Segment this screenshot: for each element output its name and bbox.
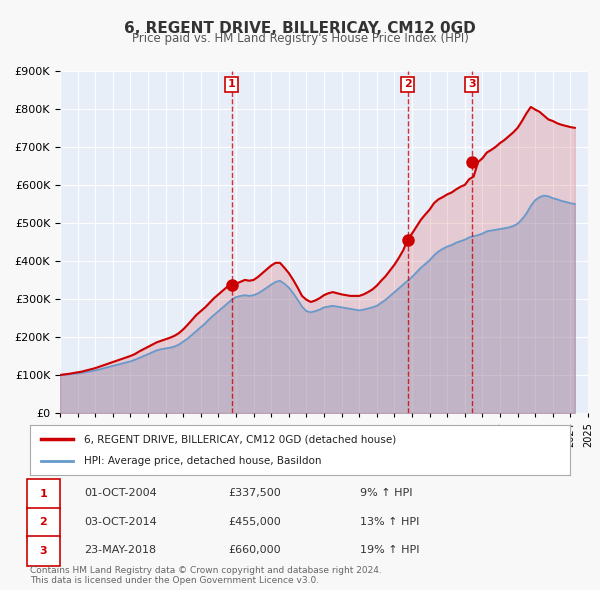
- Text: 6, REGENT DRIVE, BILLERICAY, CM12 0GD: 6, REGENT DRIVE, BILLERICAY, CM12 0GD: [124, 21, 476, 35]
- Text: £337,500: £337,500: [228, 489, 281, 499]
- Text: 6, REGENT DRIVE, BILLERICAY, CM12 0GD (detached house): 6, REGENT DRIVE, BILLERICAY, CM12 0GD (d…: [84, 435, 396, 445]
- Text: 19% ↑ HPI: 19% ↑ HPI: [360, 545, 419, 555]
- Text: 23-MAY-2018: 23-MAY-2018: [84, 545, 156, 555]
- Text: Price paid vs. HM Land Registry's House Price Index (HPI): Price paid vs. HM Land Registry's House …: [131, 32, 469, 45]
- Text: £660,000: £660,000: [228, 545, 281, 555]
- Text: 1: 1: [40, 489, 47, 499]
- Text: 2: 2: [40, 517, 47, 527]
- Text: Contains HM Land Registry data © Crown copyright and database right 2024.
This d: Contains HM Land Registry data © Crown c…: [30, 566, 382, 585]
- Text: 9% ↑ HPI: 9% ↑ HPI: [360, 489, 413, 499]
- Text: 3: 3: [468, 80, 476, 90]
- Text: 3: 3: [40, 546, 47, 556]
- Text: 01-OCT-2004: 01-OCT-2004: [84, 489, 157, 499]
- Text: HPI: Average price, detached house, Basildon: HPI: Average price, detached house, Basi…: [84, 456, 322, 466]
- Text: 13% ↑ HPI: 13% ↑ HPI: [360, 517, 419, 527]
- Text: £455,000: £455,000: [228, 517, 281, 527]
- Text: 03-OCT-2014: 03-OCT-2014: [84, 517, 157, 527]
- Text: 2: 2: [404, 80, 412, 90]
- Text: 1: 1: [228, 80, 235, 90]
